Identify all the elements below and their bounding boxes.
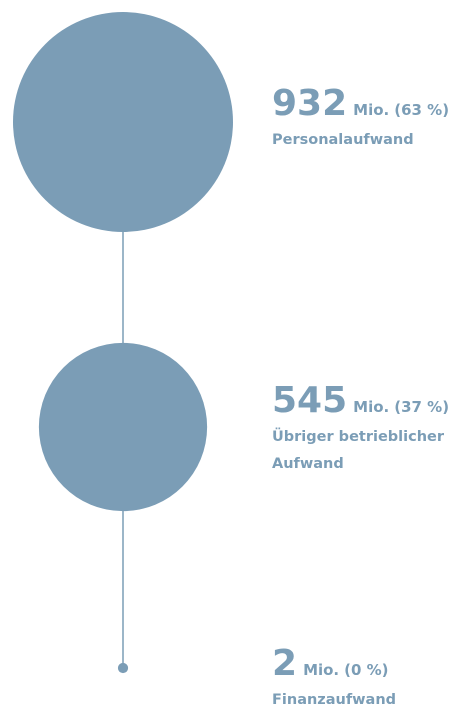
category-label: Übriger betrieblicher (272, 427, 445, 445)
value-text: 2 Mio. (0 %) (272, 643, 389, 684)
unit: Mio. (353, 398, 389, 416)
bubble (117, 662, 129, 674)
unit: Mio. (353, 101, 389, 119)
share: (63 %) (394, 101, 449, 119)
bubble (38, 342, 208, 512)
category-label: Finanzaufwand (272, 692, 396, 708)
bubble (13, 12, 233, 232)
value: 545 (272, 380, 347, 421)
unit: Mio. (303, 661, 339, 679)
category-label: Aufwand (272, 456, 344, 472)
category-label: Personalaufwand (272, 132, 414, 148)
share: (0 %) (344, 661, 388, 679)
value-text: 932 Mio. (63 %) (272, 83, 449, 124)
share: (37 %) (394, 398, 449, 416)
value: 2 (272, 643, 297, 684)
value-text: 545 Mio. (37 %) (272, 380, 449, 421)
value: 932 (272, 83, 347, 124)
